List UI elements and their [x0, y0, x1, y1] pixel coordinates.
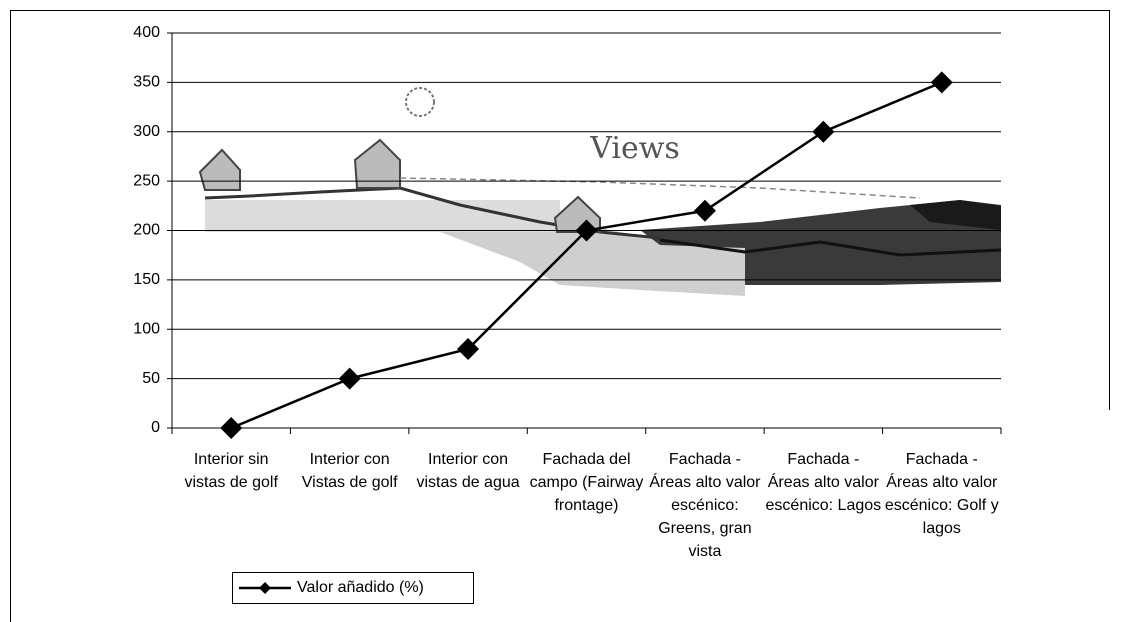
illustration-label: Views — [589, 131, 680, 166]
data-point — [457, 338, 480, 360]
data-point — [575, 219, 598, 242]
y-tick-label: 100 — [133, 320, 160, 337]
data-point — [220, 417, 243, 439]
x-tick-label: Fachada del campo (Fairway frontage) — [529, 451, 644, 514]
x-tick-label: Interior sin vistas de golf — [184, 451, 278, 491]
x-tick-label: Interior con Vistas de golf — [301, 451, 398, 491]
y-tick-label: 350 — [133, 74, 160, 91]
legend: Valor añadido (%) — [232, 572, 474, 604]
y-tick-label: 0 — [151, 419, 160, 436]
x-tick-label: Fachada - Áreas alto valor escénico: Gre… — [649, 451, 761, 560]
data-point — [930, 71, 953, 94]
background-illustration — [198, 87, 1002, 296]
y-tick-label: 200 — [133, 222, 160, 239]
frame — [10, 10, 1110, 622]
x-tick-label: Fachada - Áreas alto valor escénico: Lag… — [765, 451, 882, 514]
y-tick-label: 300 — [133, 123, 160, 140]
legend-diamond — [259, 582, 271, 594]
legend-marker — [239, 582, 291, 594]
data-point — [693, 199, 716, 222]
y-tick-label: 150 — [133, 271, 160, 288]
x-tick-label: Fachada - Áreas alto valor escénico: Gol… — [884, 451, 999, 537]
legend-label: Valor añadido (%) — [297, 579, 424, 596]
y-tick-label: 400 — [133, 24, 160, 41]
data-point — [338, 367, 361, 390]
x-tick-label: Interior con vistas de agua — [416, 451, 520, 491]
y-tick-label: 50 — [142, 370, 160, 387]
y-tick-label: 250 — [133, 172, 160, 189]
data-point — [812, 120, 835, 143]
